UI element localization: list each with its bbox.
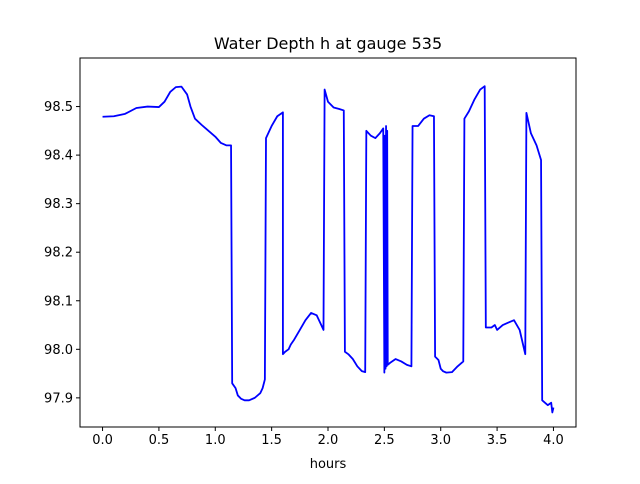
y-axis: 97.9 98.0 98.1 98.2 98.3 98.4 98.5 [44,100,80,406]
x-tick-label: 2.0 [318,433,339,448]
y-tick-label: 98.1 [44,294,73,309]
x-tick-label: 2.5 [374,433,395,448]
y-tick-label: 98.2 [44,246,73,261]
x-tick-label: 0.5 [149,433,170,448]
x-tick-label: 0.0 [92,433,113,448]
x-tick-label: 3.0 [430,433,451,448]
chart-title: Water Depth h at gauge 535 [214,34,442,53]
x-tick-label: 1.5 [261,433,282,448]
x-axis-label: hours [310,457,347,472]
x-axis: 0.0 0.5 1.0 1.5 2.0 2.5 3.0 3.5 4.0 [92,427,564,448]
y-tick-label: 98.4 [44,149,73,164]
x-tick-label: 4.0 [543,433,564,448]
y-tick-label: 98.3 [44,197,73,212]
series-line [102,85,555,414]
y-tick-label: 98.0 [44,343,73,358]
y-tick-label: 98.5 [44,100,73,115]
x-tick-label: 1.0 [205,433,226,448]
x-tick-label: 3.5 [487,433,508,448]
y-tick-label: 97.9 [44,391,73,406]
